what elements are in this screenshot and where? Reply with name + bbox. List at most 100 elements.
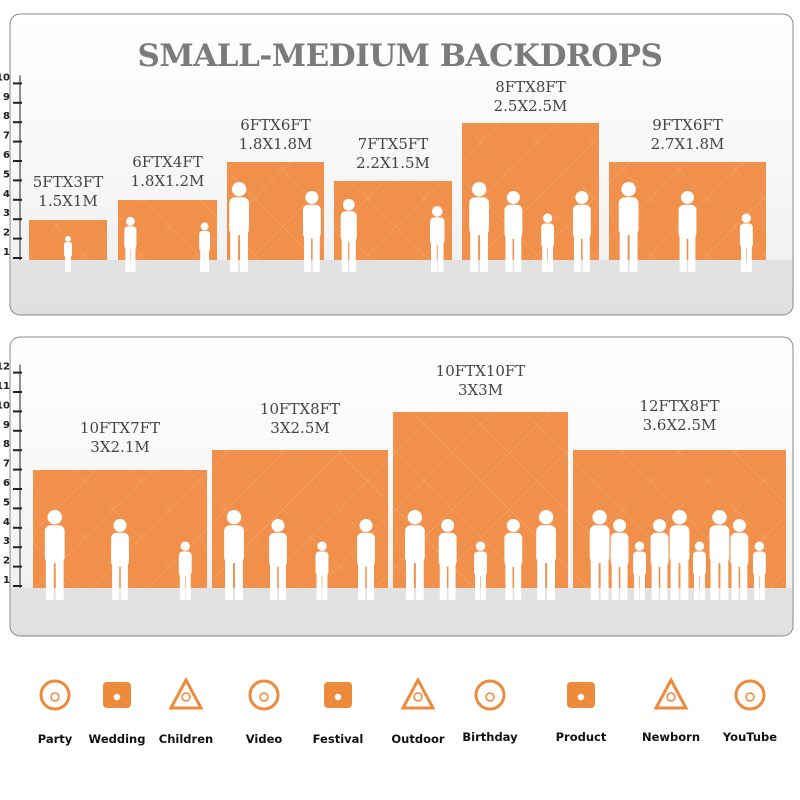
silhouette: [639, 573, 645, 600]
icon-detail: [50, 692, 60, 702]
silhouette: [590, 559, 599, 600]
icon-label: YouTube: [722, 730, 777, 744]
silhouette: [431, 242, 437, 272]
ruler-label: 6: [3, 478, 10, 489]
silhouette: [618, 197, 639, 236]
silhouette: [741, 213, 752, 223]
size-ft: 10FTX7FT: [80, 419, 160, 437]
ruler-label: 10: [0, 72, 10, 83]
silhouette: [720, 559, 729, 600]
size-ft: 6FTX6FT: [240, 116, 311, 134]
silhouette: [130, 247, 136, 272]
silhouette: [431, 206, 443, 217]
silhouette: [441, 519, 455, 532]
silhouette: [672, 510, 687, 525]
silhouette: [475, 573, 481, 600]
ruler-label: 7: [3, 459, 10, 470]
silhouette: [514, 563, 522, 600]
silhouette: [204, 249, 210, 272]
silhouette: [650, 532, 669, 567]
silhouette: [712, 510, 727, 525]
silhouette: [437, 242, 444, 272]
silhouette: [269, 532, 287, 567]
icon: [653, 676, 689, 710]
silhouette: [226, 510, 242, 525]
icon-detail: [112, 692, 122, 702]
silhouette: [357, 532, 375, 567]
icon: [248, 679, 280, 711]
size-m: 3X3M: [458, 381, 503, 399]
size-m: 1.8X1.8M: [239, 135, 313, 153]
silhouette: [620, 563, 628, 600]
silhouette: [759, 573, 765, 600]
size-m: 3X2.5M: [270, 419, 329, 437]
silhouette: [619, 231, 628, 272]
silhouette: [651, 563, 659, 600]
silhouette: [359, 519, 373, 532]
silhouette: [575, 191, 589, 204]
silhouette: [504, 532, 523, 567]
silhouette: [746, 245, 752, 272]
ruler-label: 11: [0, 381, 10, 392]
silhouette: [124, 226, 137, 250]
size-ft: 9FTX6FT: [652, 116, 723, 134]
title: SMALL-MEDIUM BACKDROPS: [138, 38, 663, 74]
ruler-label: 10: [0, 400, 10, 411]
silhouette: [340, 211, 357, 243]
silhouette: [572, 204, 591, 239]
silhouette: [505, 563, 513, 600]
silhouette: [349, 239, 356, 272]
icon-detail: [576, 692, 586, 702]
icon-label: Birthday: [462, 730, 518, 744]
silhouette: [302, 204, 321, 239]
silhouette: [699, 573, 705, 600]
silhouette: [732, 519, 746, 532]
ruler-label: 3: [3, 208, 10, 219]
size-m: 2.5X2.5M: [494, 97, 568, 115]
ruler-label: 5: [3, 497, 10, 508]
icon-label: Product: [556, 730, 607, 744]
size-ft: 7FTX5FT: [358, 135, 429, 153]
silhouette: [613, 519, 627, 532]
silhouette: [709, 525, 730, 564]
size-m: 3X2.1M: [90, 438, 149, 456]
silhouette: [660, 563, 668, 600]
ruler-label: 2: [3, 556, 10, 567]
silhouette: [506, 519, 520, 532]
icon-detail: [259, 692, 269, 702]
silhouette: [694, 541, 705, 551]
silhouette: [740, 563, 748, 600]
silhouette: [634, 541, 645, 551]
ruler-label: 1: [3, 247, 10, 258]
icon: [400, 676, 436, 710]
silhouette: [407, 510, 423, 525]
size-m: 1.8X1.2M: [131, 172, 205, 190]
silhouette: [200, 249, 205, 272]
icon-detail: [745, 692, 755, 702]
silhouette: [178, 551, 192, 577]
silhouette: [366, 563, 374, 600]
silhouette: [225, 559, 234, 600]
silhouette: [240, 231, 249, 272]
icon-label: Video: [246, 732, 283, 746]
silhouette: [112, 563, 120, 600]
icon-detail: [413, 692, 423, 702]
silhouette: [438, 532, 457, 567]
silhouette: [678, 204, 697, 239]
silhouette: [629, 231, 638, 272]
silhouette: [278, 563, 286, 600]
silhouette: [185, 573, 191, 600]
silhouette: [582, 235, 590, 272]
silhouette: [710, 559, 719, 600]
silhouette: [125, 247, 131, 272]
silhouette: [231, 182, 247, 197]
silhouette: [317, 541, 327, 551]
silhouette: [541, 223, 555, 249]
silhouette: [694, 573, 700, 600]
silhouette: [65, 255, 69, 272]
silhouette: [730, 532, 749, 567]
ruler-label: 9: [3, 420, 10, 431]
silhouette: [505, 235, 513, 272]
ruler-label: 8: [3, 439, 10, 450]
size-ft: 10FTX10FT: [436, 362, 526, 380]
